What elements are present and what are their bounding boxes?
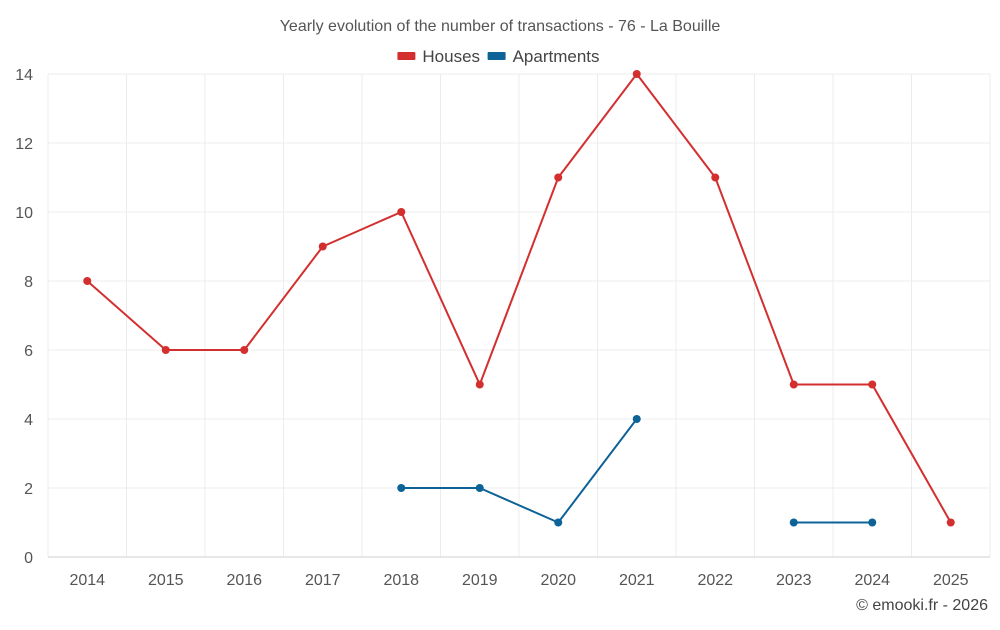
series-line xyxy=(401,418,638,524)
x-tick-label: 2017 xyxy=(305,572,341,589)
x-tick-label: 2024 xyxy=(854,572,890,589)
data-point[interactable] xyxy=(397,208,406,216)
x-tick-label: 2025 xyxy=(933,572,969,589)
legend-label: Apartments xyxy=(513,47,600,66)
series-apartments xyxy=(397,415,877,527)
x-tick-label: 2021 xyxy=(619,572,655,589)
chart-legend[interactable]: Houses Apartments xyxy=(397,47,600,66)
legend-item-apartments[interactable]: Apartments xyxy=(487,47,600,66)
data-point[interactable] xyxy=(554,173,563,182)
legend-swatch xyxy=(487,52,506,60)
y-tick-label: 2 xyxy=(24,481,33,498)
y-tick-label: 0 xyxy=(24,550,33,567)
data-point[interactable] xyxy=(868,380,877,389)
data-point[interactable] xyxy=(83,277,92,285)
y-tick-label: 14 xyxy=(15,67,33,84)
data-point[interactable] xyxy=(632,415,641,423)
data-point[interactable] xyxy=(711,173,720,182)
y-tick-label: 4 xyxy=(24,412,33,429)
x-tick-label: 2023 xyxy=(776,572,812,589)
x-tick-label: 2018 xyxy=(383,572,419,589)
series-line xyxy=(86,73,952,523)
data-point[interactable] xyxy=(946,518,955,527)
data-point[interactable] xyxy=(240,346,249,354)
data-point[interactable] xyxy=(789,380,798,389)
data-point[interactable] xyxy=(475,484,484,492)
chart-grid xyxy=(47,73,991,558)
legend-item-houses[interactable]: Houses xyxy=(397,47,480,66)
data-point[interactable] xyxy=(632,70,641,78)
chart-series xyxy=(83,70,955,527)
x-tick-label: 2022 xyxy=(697,572,733,589)
x-tick-label: 2015 xyxy=(148,572,184,589)
y-tick-label: 10 xyxy=(15,205,33,222)
chart-title: Yearly evolution of the number of transa… xyxy=(280,18,721,35)
credit-text: © emooki.fr - 2026 xyxy=(856,597,988,614)
data-point[interactable] xyxy=(789,518,798,527)
legend-swatch xyxy=(397,52,416,60)
data-point[interactable] xyxy=(475,380,484,389)
data-point[interactable] xyxy=(161,346,170,354)
x-tick-label: 2019 xyxy=(462,572,498,589)
y-tick-label: 12 xyxy=(15,136,33,153)
series-houses xyxy=(83,70,955,527)
x-tick-label: 2016 xyxy=(226,572,262,589)
data-point[interactable] xyxy=(554,518,563,527)
y-tick-label: 8 xyxy=(24,274,33,291)
x-tick-label: 2014 xyxy=(69,572,105,589)
chart-axes: 0 2 4 6 8 10 12 14 2014 2015 2016 2017 2018 2019 2020 2… xyxy=(15,67,990,589)
data-point[interactable] xyxy=(868,518,877,527)
legend-label: Houses xyxy=(422,47,480,66)
data-point[interactable] xyxy=(318,242,327,251)
y-tick-label: 6 xyxy=(24,343,33,360)
x-tick-label: 2020 xyxy=(540,572,576,589)
data-point[interactable] xyxy=(397,484,406,492)
